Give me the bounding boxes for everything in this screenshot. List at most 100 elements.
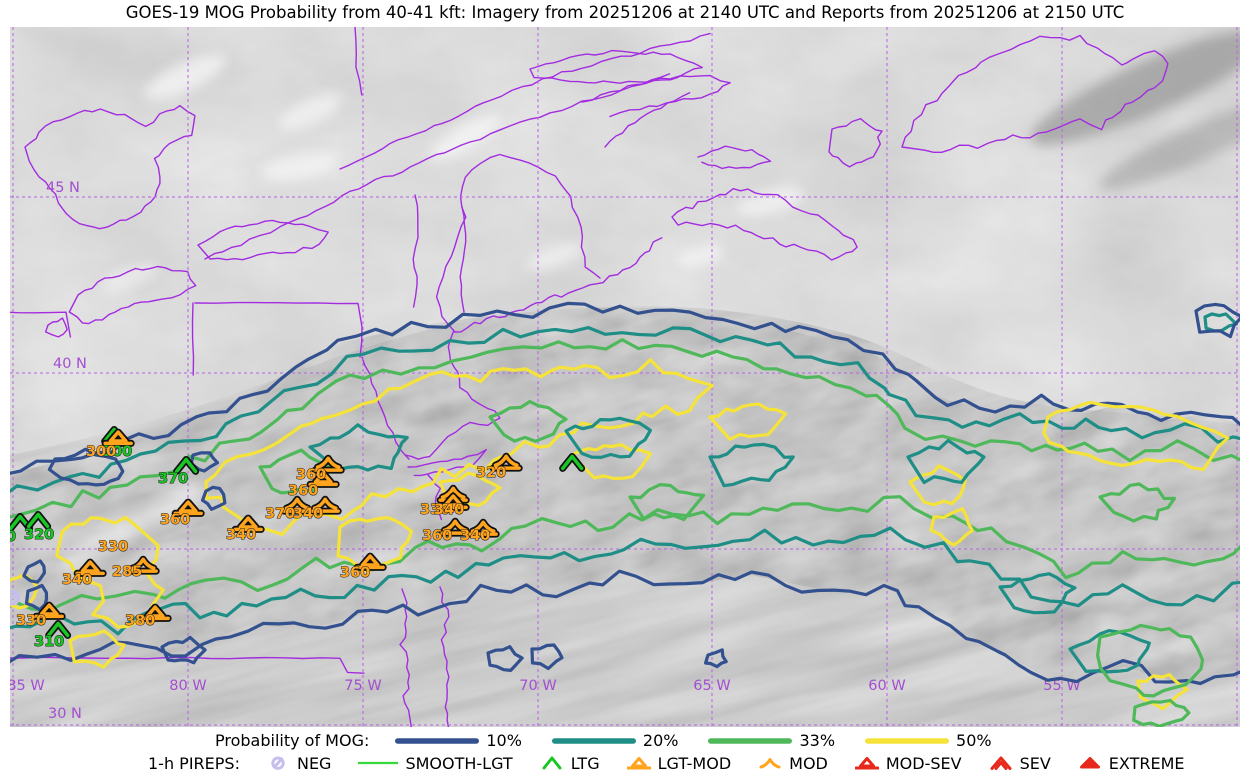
satellite-map: 85 W 80 W 75 W 70 W 65 W 60 W 55 W 45 N 40 N 30 N… [10,27,1240,727]
contour-prob_33 [1132,698,1191,727]
lat-label: 30 N [48,706,82,722]
flight-level-label: 380 [125,613,155,629]
pirep-mod-icon [438,517,472,537]
pirep-type-label: MOD-SEV [885,754,962,773]
lon-label: 80 W [169,678,206,694]
contour-prob_10 [24,583,49,612]
ltg-icon [540,755,564,772]
pirep-mod-icon [489,452,523,472]
legend-pirep-item: NEG [266,754,331,773]
flight-level-label: 0 [10,529,16,545]
contour-prob_33 [1096,623,1205,698]
contour-prob_10 [486,645,524,672]
probability-legend-label: Probability of MOG: [215,731,370,750]
pirep-type-label: NEG [296,754,332,773]
flight-level-label: 340 [62,572,92,588]
pirep-type-label: SEV [1019,754,1051,773]
legend-prob-item: 50% [865,731,992,750]
pirep-lgt_mod-icon [171,498,205,517]
contour-prob_50 [929,507,974,547]
pirep-mod-icon [280,495,314,515]
contour-prob_50 [570,443,652,481]
contour-prob_50 [55,515,165,629]
legend-pirep-item: SMOOTH-LGT [358,754,513,773]
pirep-ltg-icon [173,456,200,475]
pirep-legend-items: NEG SMOOTH-LGT LTG LGT-MOD MOD MOD-SEV S… [266,754,1212,773]
prob-line-swatch [395,736,480,746]
contour-prob_50 [1042,400,1230,472]
prob-line-swatch [551,736,636,746]
contour-prob_20 [308,423,409,472]
contour-prob_10 [47,447,125,487]
flight-level-label: 360 [340,565,370,581]
pirep-lgt_mod-icon [32,601,66,620]
flight-level-label: 330 [420,502,450,518]
flight-level-label: 285 [112,564,142,580]
flight-level-label: 370 [265,506,295,522]
contour-prob_20 [564,416,652,459]
contour-prob_33 [10,338,1240,613]
legend-pirep-item: MOD-SEV [854,754,962,773]
pirep-lgt_mod-icon [306,469,340,488]
flight-level-label: 330 [98,539,128,555]
mod-icon [758,755,782,772]
line_green-icon [358,755,399,772]
legend-prob-item: 33% [708,731,835,750]
contour-prob_10 [704,648,728,669]
contour-prob_10 [10,301,1240,686]
legend-pirep-item: LTG [540,754,600,773]
contour-prob_50 [68,629,126,669]
pirep-lgt_mod-icon [73,558,107,577]
lgt_mod-icon [626,755,651,772]
contour-prob_20 [998,572,1077,615]
flight-level-label: 300 [102,444,132,460]
legend-pirep-item: EXTREME [1078,754,1184,773]
lon-label: 60 W [868,678,905,694]
pirep-mod-icon [311,454,345,474]
legend-pirep-item: MOD [758,754,828,773]
contour-prob_10 [22,559,46,584]
pirep-legend: 1-h PIREPS: NEG SMOOTH-LGT LTG LGT-MOD M… [148,754,1211,773]
contour-prob_10 [1194,302,1240,339]
lon-label: 85 W [10,678,45,694]
mog-probability-contours [10,301,1240,727]
pirep-ltg-icon [45,620,72,639]
neg-icon [266,755,290,772]
prob-pct-label: 33% [799,731,836,750]
probability-legend-items: 10% 20% 33% 50% [395,731,1021,750]
flight-level-label: 320 [24,527,54,543]
flight-level-label: 360 [296,467,326,483]
pirep-neg-icon [10,589,21,606]
contour-prob_20 [906,438,986,485]
flight-level-label: 370 [158,471,188,487]
pirep-mod-icon [466,518,500,538]
contour-prob_50 [708,402,788,441]
pirep-type-label: SMOOTH-LGT [405,754,513,773]
pirep-type-label: LTG [570,754,600,773]
mod_sev-icon [854,755,879,772]
flight-level-label: 360 [160,512,190,528]
sev-icon [989,755,1013,772]
flight-level-label: 300 [86,444,116,460]
geography-borders [10,27,1169,727]
page-title: GOES-19 MOG Probability from 40-41 kft: … [125,3,1125,22]
prob-line-swatch [708,736,793,746]
legend-prob-item: 10% [395,731,522,750]
pirep-ltg-icon [25,511,52,530]
flight-level-label: 360 [288,483,318,499]
map-canvas: 85 W 80 W 75 W 70 W 65 W 60 W 55 W45 N40 N30 N… [10,27,1240,727]
lon-label: 70 W [519,678,556,694]
legend-pirep-item: SEV [989,754,1051,773]
pirep-symbols [10,426,586,639]
prob-line-swatch [865,736,950,746]
prob-pct-label: 50% [956,731,992,750]
flight-level-label: 320 [476,465,506,481]
pirep-mod-icon [308,495,342,515]
prob-pct-label: 20% [642,731,679,750]
contour-prob_20 [10,326,1240,636]
lat-label: 40 N [53,356,87,372]
lon-label: 75 W [344,678,381,694]
contour-prob_10 [200,485,227,511]
